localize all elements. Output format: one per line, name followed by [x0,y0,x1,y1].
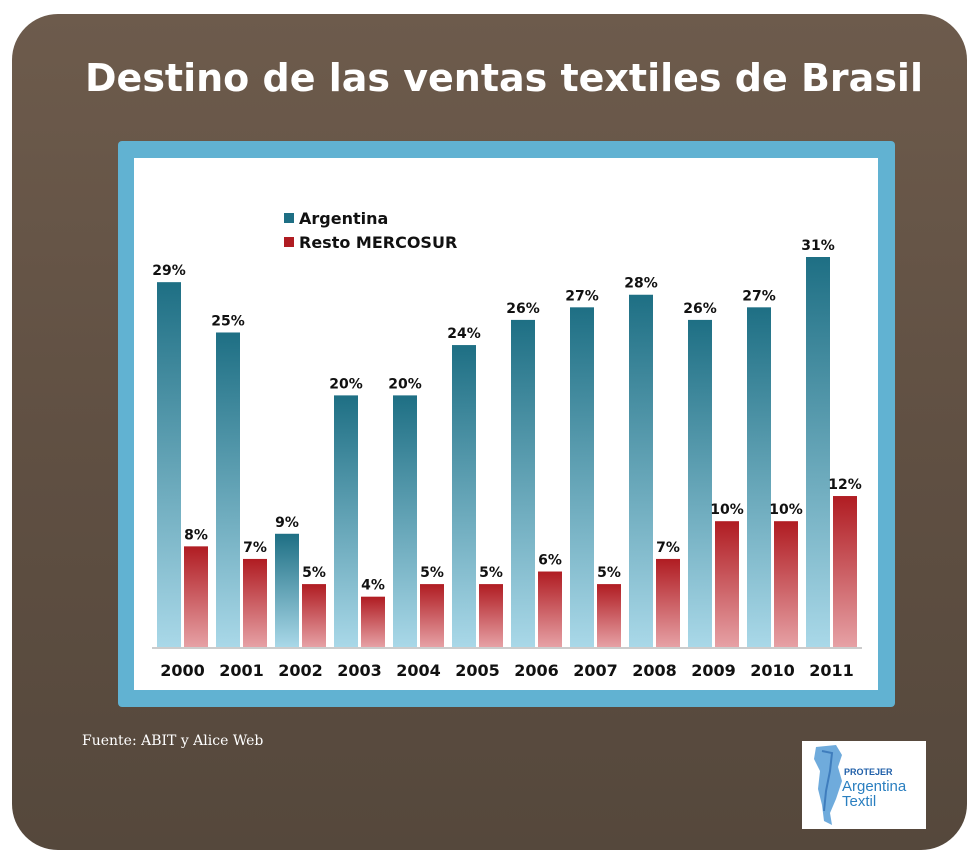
bar-resto-2003 [361,596,385,647]
legend-swatch-argentina [284,213,294,223]
tick-label-2002: 2002 [278,661,323,680]
tick-label-2001: 2001 [219,661,264,680]
data-label-resto-2009: 10% [710,502,744,518]
bar-argentina-2000 [157,282,181,647]
bar-argentina-2001 [216,332,240,647]
logo-line-2: Textil [842,793,877,810]
source-note: Fuente: ABIT y Alice Web [82,733,264,749]
bar-resto-2011 [833,496,857,647]
logo-brand: PROTEJER [844,767,893,777]
bar-argentina-2002 [275,533,299,647]
data-label-resto-2000: 8% [184,527,208,543]
data-label-argentina-2001: 25% [211,313,245,329]
bar-resto-2004 [420,584,444,647]
page-title: Destino de las ventas textiles de Brasil [85,56,923,100]
data-label-argentina-2002: 9% [275,515,299,531]
bar-resto-2007 [597,584,621,647]
tick-label-2011: 2011 [809,661,854,680]
data-label-argentina-2007: 27% [565,288,599,304]
logo-line-1: Argentina [842,778,907,795]
data-label-argentina-2008: 28% [624,276,658,292]
bar-argentina-2003 [334,395,358,647]
tick-label-2007: 2007 [573,661,618,680]
data-label-argentina-2004: 20% [388,376,422,392]
data-label-resto-2007: 5% [597,565,621,581]
data-label-resto-2004: 5% [420,565,444,581]
data-label-argentina-2006: 26% [506,301,540,317]
legend-swatch-resto [284,237,294,247]
data-label-argentina-2009: 26% [683,301,717,317]
data-label-resto-2003: 4% [361,578,385,594]
tick-label-2000: 2000 [160,661,205,680]
bar-argentina-2007 [570,307,594,647]
bar-argentina-2006 [511,319,535,647]
data-label-argentina-2011: 31% [801,238,835,254]
data-label-argentina-2003: 20% [329,376,363,392]
bar-argentina-2010 [747,307,771,647]
bar-resto-2006 [538,571,562,647]
bar-resto-2000 [184,546,208,647]
data-label-resto-2011: 12% [828,477,862,493]
protejer-logo: PROTEJER Argentina Textil [802,741,926,829]
data-label-resto-2008: 7% [656,540,680,556]
data-label-argentina-2010: 27% [742,288,776,304]
bar-resto-2002 [302,584,326,647]
tick-label-2009: 2009 [691,661,736,680]
tick-label-2008: 2008 [632,661,677,680]
tick-label-2003: 2003 [337,661,382,680]
data-label-resto-2005: 5% [479,565,503,581]
bar-resto-2001 [243,558,267,647]
data-label-resto-2010: 10% [769,502,803,518]
tick-label-2005: 2005 [455,661,500,680]
bar-argentina-2004 [393,395,417,647]
bar-argentina-2008 [629,294,653,647]
data-label-resto-2001: 7% [243,540,267,556]
bar-argentina-2009 [688,319,712,647]
bar-resto-2005 [479,584,503,647]
legend-label-argentina: Argentina [299,209,388,228]
tick-label-2010: 2010 [750,661,795,680]
data-label-argentina-2000: 29% [152,263,186,279]
bar-resto-2009 [715,521,739,647]
map-icon [814,745,842,825]
tick-label-2006: 2006 [514,661,559,680]
bar-argentina-2011 [806,257,830,647]
data-label-argentina-2005: 24% [447,326,481,342]
bar-resto-2010 [774,521,798,647]
legend-label-resto: Resto MERCOSUR [299,233,457,252]
bar-argentina-2005 [452,345,476,647]
tick-label-2004: 2004 [396,661,441,680]
data-label-resto-2002: 5% [302,565,326,581]
data-label-resto-2006: 6% [538,553,562,569]
bar-resto-2008 [656,558,680,647]
